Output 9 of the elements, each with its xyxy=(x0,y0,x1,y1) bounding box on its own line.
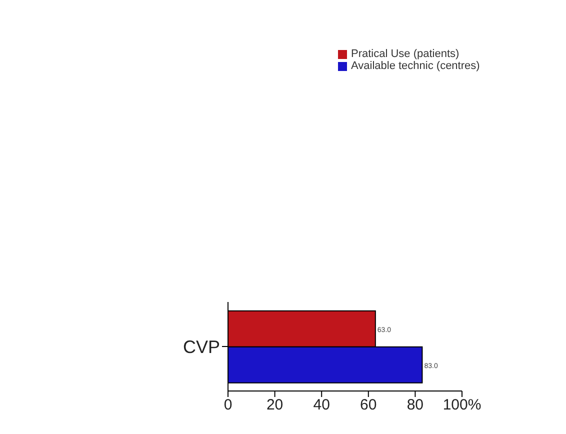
legend-label: Available technic (centres) xyxy=(351,60,480,72)
y-tick-label: CVP xyxy=(182,336,220,357)
x-tick-label: 20 xyxy=(266,396,284,414)
x-tick-label: 0 xyxy=(224,396,232,414)
x-tick-label: 60 xyxy=(360,396,377,414)
legend-label: Pratical Use (patients) xyxy=(351,48,460,60)
x-tick-label: 100% xyxy=(442,396,482,414)
x-tick-label: 80 xyxy=(406,396,424,414)
x-tick-label: 40 xyxy=(313,396,330,414)
